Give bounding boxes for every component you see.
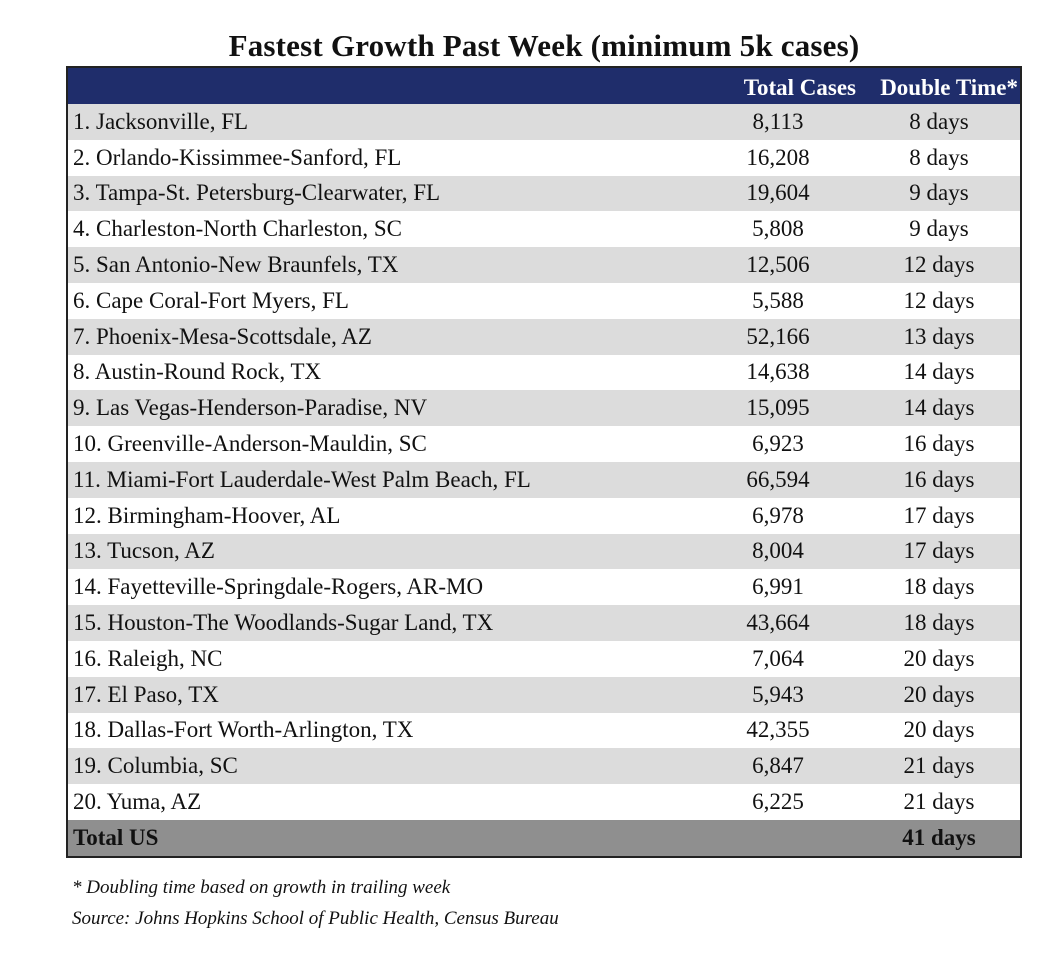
row-total-cases: 6,225 [752, 789, 804, 815]
row-double-time: 21 days [903, 789, 975, 815]
row-total-cases: 14,638 [746, 359, 810, 385]
row-double-time: 12 days [903, 252, 975, 278]
table-row: 9. Las Vegas-Henderson-Paradise, NV 15,09… [68, 390, 1020, 427]
row-double-time: 20 days [903, 645, 975, 671]
row-double-time: 20 days [903, 681, 975, 707]
row-double-time: 16 days [903, 466, 975, 492]
row-metro-area: 14. Fayetteville-Springdale-Rogers, AR-M… [73, 574, 484, 600]
row-total-cases: 52,166 [746, 323, 810, 349]
table-row: 8. Austin-Round Rock, TX 14,638 14 days [68, 354, 1020, 391]
row-total-cases: 15,095 [746, 395, 810, 421]
row-metro-area: 16. Raleigh, NC [73, 645, 223, 671]
row-total-cases: 8,113 [752, 108, 804, 134]
row-double-time: 18 days [903, 574, 975, 600]
row-total-cases: 16,208 [746, 144, 810, 170]
table-row: 10. Greenville-Anderson-Mauldin, SC 6,923… [68, 426, 1020, 462]
row-double-time: 14 days [903, 359, 975, 385]
row-total-cases: 6,847 [752, 753, 804, 779]
table-row: 17. El Paso, TX 5,943 20 days [68, 676, 1020, 713]
row-metro-area: 6. Cape Coral-Fort Myers, FL [73, 287, 349, 313]
row-total-cases: 12,506 [746, 252, 810, 278]
row-double-time: 17 days [903, 538, 975, 564]
header-double-time: Double Time* [880, 75, 1018, 100]
row-double-time: 20 days [903, 717, 975, 743]
row-metro-area: 5. San Antonio-New Braunfels, TX [73, 252, 399, 278]
row-total-cases: 8,004 [752, 538, 804, 564]
row-metro-area: 20. Yuma, AZ [73, 789, 202, 815]
row-double-time: 8 days [909, 144, 969, 170]
row-metro-area: 3. Tampa-St. Petersburg-Clearwater, FL [73, 180, 441, 206]
row-metro-area: 17. El Paso, TX [73, 681, 219, 707]
table-row: 18. Dallas-Fort Worth-Arlington, TX 42,35… [68, 712, 1020, 749]
row-total-cases: 5,588 [752, 287, 804, 313]
row-double-time: 21 days [903, 753, 975, 779]
table-header-row: Total Cases Double Time* [68, 68, 1020, 104]
row-metro-area: 4. Charleston-North Charleston, SC [73, 216, 402, 242]
row-total-cases: 6,991 [752, 574, 804, 600]
header-metro-area [68, 68, 698, 104]
row-metro-area: 1. Jacksonville, FL [73, 108, 249, 134]
row-metro-area: 12. Birmingham-Hoover, AL [73, 502, 341, 528]
table-row: 11. Miami-Fort Lauderdale-West Palm Beac… [68, 461, 1020, 498]
row-total-cases: 66,594 [746, 466, 810, 492]
row-metro-area: 9. Las Vegas-Henderson-Paradise, NV [73, 395, 428, 421]
row-double-time: 9 days [909, 180, 969, 206]
table-body: 1. Jacksonville, FL 8,113 8 days 2. Orlando… [68, 104, 1020, 820]
total-row-double-time: 41 days [902, 824, 976, 850]
total-row: Total US 41 days [68, 819, 1020, 856]
total-row-cases [698, 820, 858, 856]
table-row: 13. Tucson, AZ 8,004 17 days [68, 533, 1020, 570]
row-total-cases: 19,604 [746, 180, 810, 206]
table-row: 16. Raleigh, NC 7,064 20 days [68, 640, 1020, 677]
growth-table-grid: Total Cases Double Time* 1. Jacksonville… [68, 68, 1020, 856]
row-metro-area: 15. Houston-The Woodlands-Sugar Land, TX [73, 610, 494, 636]
row-double-time: 14 days [903, 395, 975, 421]
row-metro-area: 7. Phoenix-Mesa-Scottsdale, AZ [73, 323, 372, 349]
row-metro-area: 8. Austin-Round Rock, TX [73, 359, 322, 385]
table-row: 1. Jacksonville, FL 8,113 8 days [68, 104, 1020, 140]
row-metro-area: 13. Tucson, AZ [73, 538, 215, 564]
table-row: 19. Columbia, SC 6,847 21 days [68, 748, 1020, 785]
row-double-time: 18 days [903, 610, 975, 636]
row-total-cases: 5,808 [752, 216, 804, 242]
row-metro-area: 2. Orlando-Kissimmee-Sanford, FL [73, 144, 402, 170]
source-note: Source: Johns Hopkins School of Public H… [72, 908, 559, 929]
table-row: 3. Tampa-St. Petersburg-Clearwater, FL 19… [68, 175, 1020, 212]
table-row: 6. Cape Coral-Fort Myers, FL 5,588 12 days [68, 282, 1020, 319]
row-total-cases: 6,978 [752, 502, 804, 528]
table-row: 14. Fayetteville-Springdale-Rogers, AR-M… [68, 569, 1020, 606]
table-row: 4. Charleston-North Charleston, SC 5,808 9… [68, 211, 1020, 248]
table-row: 20. Yuma, AZ 6,225 21 days [68, 784, 1020, 820]
row-metro-area: 10. Greenville-Anderson-Mauldin, SC [73, 431, 427, 457]
table-row: 7. Phoenix-Mesa-Scottsdale, AZ 52,166 13 d… [68, 318, 1020, 355]
row-double-time: 12 days [903, 287, 975, 313]
row-metro-area: 18. Dallas-Fort Worth-Arlington, TX [73, 717, 414, 743]
row-total-cases: 42,355 [746, 717, 810, 743]
row-total-cases: 6,923 [752, 431, 804, 457]
row-metro-area: 11. Miami-Fort Lauderdale-West Palm Beac… [73, 466, 531, 492]
total-row-label: Total US [73, 824, 159, 850]
row-double-time: 13 days [903, 323, 975, 349]
notes: * Doubling time based on growth in trail… [72, 872, 559, 934]
row-double-time: 9 days [909, 216, 969, 242]
row-metro-area: 19. Columbia, SC [73, 753, 238, 779]
row-total-cases: 5,943 [752, 681, 804, 707]
row-total-cases: 43,664 [746, 610, 810, 636]
table-row: 5. San Antonio-New Braunfels, TX 12,506 12… [68, 247, 1020, 283]
table-row: 12. Birmingham-Hoover, AL 6,978 17 days [68, 497, 1020, 534]
table-title: Fastest Growth Past Week (minimum 5k cas… [228, 28, 860, 63]
row-double-time: 16 days [903, 431, 975, 457]
row-double-time: 8 days [909, 108, 969, 134]
table-row: 2. Orlando-Kissimmee-Sanford, FL 16,208 8 … [68, 139, 1020, 176]
growth-table: Total Cases Double Time* 1. Jacksonville… [66, 66, 1022, 858]
footnote: * Doubling time based on growth in trail… [72, 877, 451, 898]
row-double-time: 17 days [903, 502, 975, 528]
row-total-cases: 7,064 [752, 645, 804, 671]
header-total-cases: Total Cases [743, 75, 856, 100]
table-row: 15. Houston-The Woodlands-Sugar Land, TX… [68, 605, 1020, 641]
